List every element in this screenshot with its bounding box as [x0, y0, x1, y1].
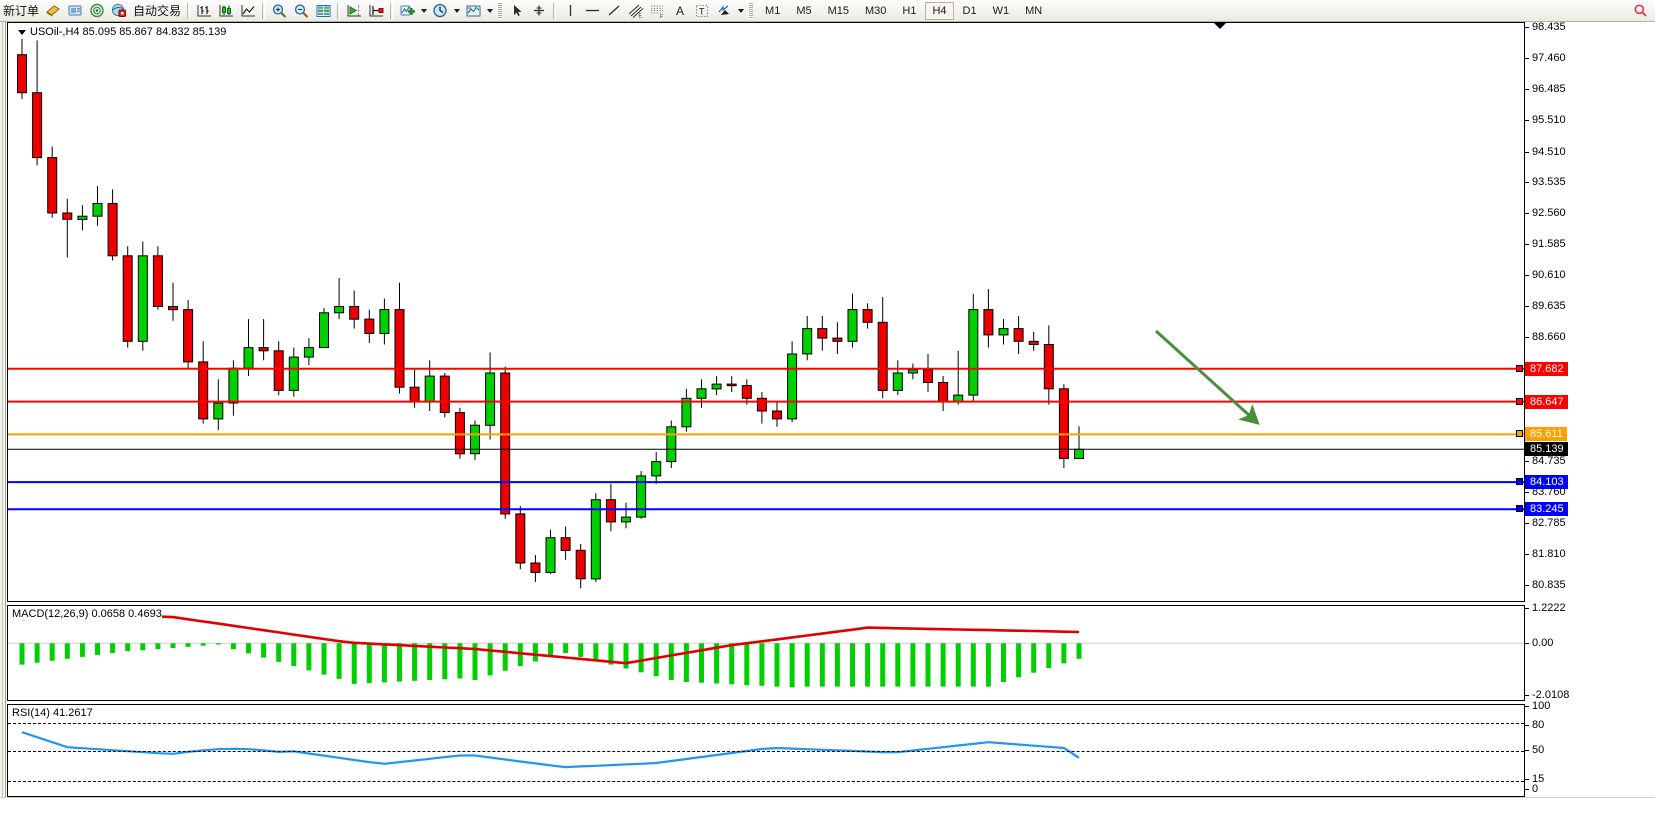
chart-position-marker: [1213, 22, 1227, 29]
autotrading-button[interactable]: 自动交易: [133, 3, 182, 18]
macd-label[interactable]: MACD(12,26,9) 0.0658 0.4693: [12, 608, 162, 620]
chevron-down-icon[interactable]: [484, 1, 495, 21]
timeframe-h1[interactable]: H1: [902, 4, 917, 17]
collapse-triangle-icon[interactable]: [18, 29, 26, 35]
toolbar-separator: [262, 2, 266, 19]
new-order-button[interactable]: 新订单: [3, 3, 40, 18]
crosshair-icon[interactable]: [528, 1, 550, 21]
auto-scroll-icon[interactable]: [365, 1, 387, 21]
price-plot[interactable]: [8, 23, 1524, 601]
text-label-icon[interactable]: T: [691, 1, 713, 21]
fibonacci-icon[interactable]: F: [647, 1, 669, 21]
timeframe-m30[interactable]: M30: [865, 4, 887, 17]
status-strip: [0, 797, 1655, 819]
timeframe-m1[interactable]: M1: [765, 4, 781, 17]
price-axis[interactable]: 98.435 97.460 96.485 95.510 94.510 93.53…: [1516, 21, 1655, 819]
timeframe-w1[interactable]: W1: [992, 4, 1010, 17]
rsi-level-50: [8, 751, 1524, 752]
rsi-label[interactable]: RSI(14) 41.2617: [12, 707, 93, 719]
left-scale-rail: [0, 22, 7, 797]
symbol-label[interactable]: USOil-,H4 85.095 85.867 84.832 85.139: [18, 26, 226, 38]
chart-area[interactable]: USOil-,H4 85.095 85.867 84.832 85.139 MA…: [0, 21, 1655, 819]
indicators-icon[interactable]: [396, 1, 418, 21]
macd-plot: [8, 606, 1524, 700]
toolbar-separator: [390, 2, 394, 19]
price-level-resistance[interactable]: 86.647: [1516, 394, 1568, 409]
down-trend-arrow[interactable]: [8, 23, 1524, 601]
toolbar-grip[interactable]: [497, 2, 503, 19]
templates-icon[interactable]: [462, 1, 484, 21]
macd-panel[interactable]: MACD(12,26,9) 0.0658 0.4693: [7, 605, 1525, 701]
timeframe-mn[interactable]: MN: [1025, 4, 1043, 17]
signal-icon[interactable]: [86, 1, 108, 21]
toolbar-grip[interactable]: [748, 2, 754, 19]
svg-text:E: E: [639, 13, 643, 19]
vertical-line-icon[interactable]: [559, 1, 581, 21]
zoom-out-icon[interactable]: [290, 1, 312, 21]
equidistant-channel-icon[interactable]: E: [625, 1, 647, 21]
chevron-down-icon[interactable]: [451, 1, 462, 21]
price-level-support[interactable]: 83.245: [1516, 502, 1568, 517]
main-toolbar: 新订单 自动交易: [0, 0, 1655, 22]
price-level-pivot[interactable]: 85.611: [1516, 427, 1567, 442]
candlestick-chart-icon[interactable]: [215, 1, 237, 21]
trendline-icon[interactable]: [603, 1, 625, 21]
line-chart-icon[interactable]: [237, 1, 259, 21]
cursor-icon[interactable]: [506, 1, 528, 21]
chevron-down-icon[interactable]: [735, 1, 746, 21]
search-icon[interactable]: [1629, 1, 1651, 21]
chart-shift-icon[interactable]: [343, 1, 365, 21]
svg-text:T: T: [699, 7, 705, 17]
timeframe-m15[interactable]: M15: [827, 4, 849, 17]
sell-icon[interactable]: [42, 1, 64, 21]
toolbar-separator: [553, 2, 557, 19]
timeframe-d1[interactable]: D1: [962, 4, 977, 17]
rsi-plot: [8, 705, 1524, 796]
chevron-down-icon[interactable]: [418, 1, 429, 21]
data-window-icon[interactable]: [312, 1, 334, 21]
news-icon[interactable]: [64, 1, 86, 21]
svg-text:A: A: [676, 4, 684, 18]
timeframe-h4[interactable]: H4: [925, 1, 954, 20]
zoom-in-icon[interactable]: [268, 1, 290, 21]
price-level-resistance[interactable]: 87.682: [1516, 361, 1568, 376]
rsi-panel[interactable]: RSI(14) 41.2617: [7, 704, 1525, 797]
symbol-ohlc-text: USOil-,H4 85.095 85.867 84.832 85.139: [30, 26, 227, 38]
macd-series: [8, 615, 1524, 688]
timeframe-m5[interactable]: M5: [796, 4, 812, 17]
price-level-support[interactable]: 84.103: [1516, 475, 1568, 490]
toolbar-separator: [337, 2, 341, 19]
price-panel[interactable]: USOil-,H4 85.095 85.867 84.832 85.139: [7, 22, 1525, 602]
candlestick-series: [8, 38, 1524, 589]
toolbar-separator: [187, 2, 191, 19]
rsi-level-15: [8, 781, 1524, 782]
period-icon[interactable]: [429, 1, 451, 21]
price-level-current-price[interactable]: 85.139: [1525, 442, 1568, 457]
bar-chart-icon[interactable]: [193, 1, 215, 21]
horizontal-line-icon[interactable]: [581, 1, 603, 21]
arrows-icon[interactable]: [713, 1, 735, 21]
rsi-level-80: [8, 723, 1524, 724]
svg-text:F: F: [660, 13, 663, 18]
text-icon[interactable]: A: [669, 1, 691, 21]
autotrading-icon[interactable]: [108, 1, 130, 21]
